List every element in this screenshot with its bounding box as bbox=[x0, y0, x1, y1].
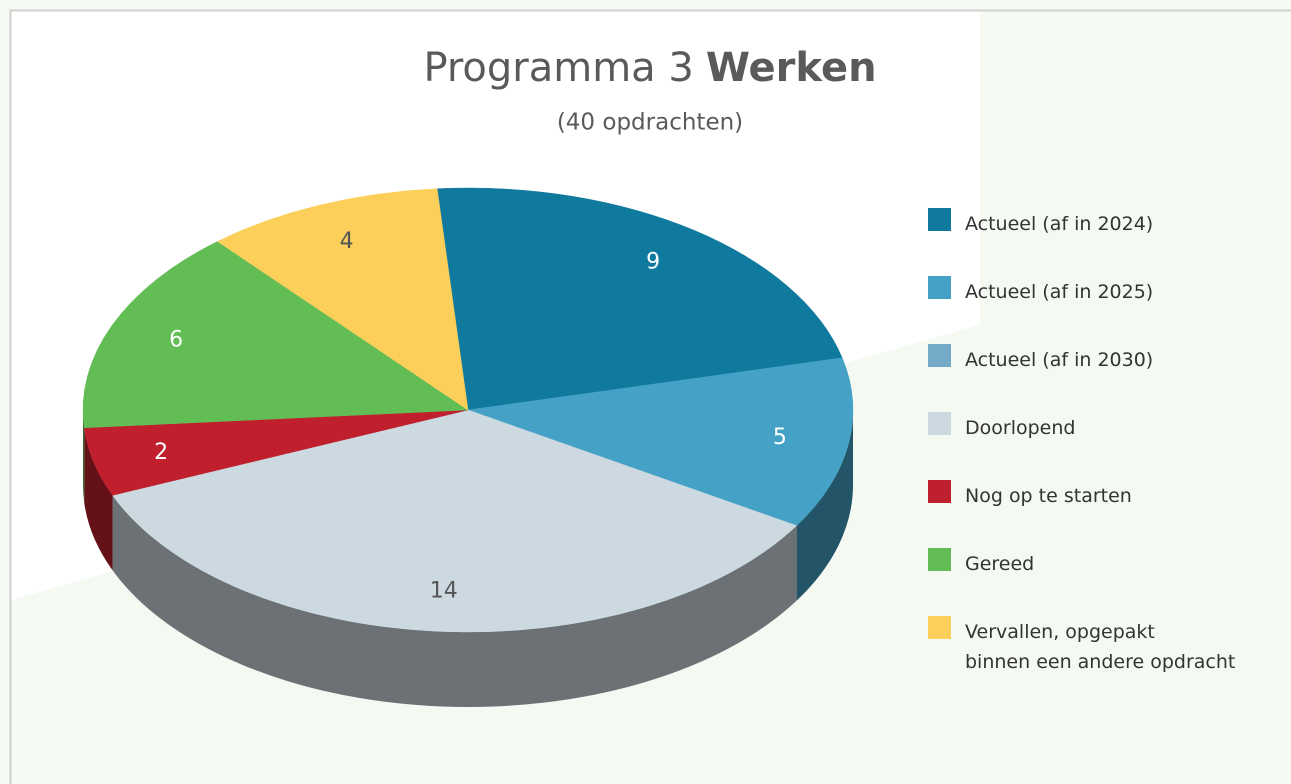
title-part: Werken bbox=[706, 45, 877, 91]
slice bbox=[216, 188, 469, 411]
slice-side bbox=[83, 410, 85, 503]
legend-label: Actueel (af in 2030) bbox=[965, 349, 1154, 371]
data-label: 9 bbox=[646, 250, 660, 275]
legend-swatch bbox=[928, 480, 951, 503]
legend-swatch bbox=[928, 616, 951, 639]
legend-label: Nog op te starten bbox=[965, 485, 1132, 507]
frame bbox=[9, 9, 1291, 784]
slice bbox=[112, 409, 798, 633]
slice bbox=[467, 357, 854, 526]
legend-swatch bbox=[928, 276, 951, 299]
pie-sides bbox=[83, 410, 853, 707]
chart-title: Programma 3 Werken bbox=[423, 45, 876, 91]
legend-label: Actueel (af in 2025) bbox=[965, 281, 1154, 303]
data-label: 4 bbox=[340, 229, 354, 254]
slice-side bbox=[112, 495, 797, 707]
legend-label: Vervallen, opgepakt binnen een andere op… bbox=[965, 621, 1236, 673]
title-part: Programma 3 bbox=[423, 45, 693, 91]
data-label: 5 bbox=[773, 425, 787, 450]
data-label: 14 bbox=[430, 579, 458, 604]
legend-label: Gereed bbox=[965, 553, 1035, 575]
legend-swatch bbox=[928, 208, 951, 231]
data-label: 6 bbox=[169, 328, 183, 353]
legend-label: Doorlopend bbox=[965, 417, 1076, 439]
chart-subtitle: (40 opdrachten) bbox=[557, 110, 743, 136]
data-labels: 9 5 14 2 6 4 bbox=[154, 229, 787, 604]
legend-swatch bbox=[928, 344, 951, 367]
slice bbox=[82, 241, 469, 429]
slice-side bbox=[796, 410, 853, 601]
data-label: 2 bbox=[154, 440, 168, 465]
legend-label: Actueel (af in 2024) bbox=[965, 213, 1154, 235]
slice-side bbox=[84, 427, 113, 571]
slice bbox=[436, 187, 843, 411]
legend-swatch bbox=[928, 548, 951, 571]
pie-top bbox=[82, 187, 854, 633]
legend-swatch bbox=[928, 412, 951, 435]
